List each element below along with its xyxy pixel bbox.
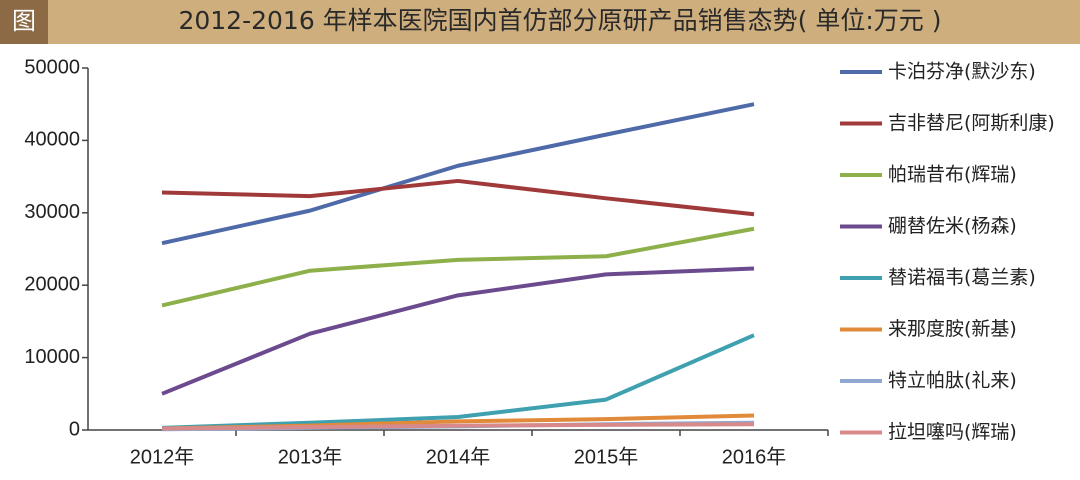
y-tick-label: 40000 xyxy=(24,129,80,151)
legend-label: 特立帕肽(礼来) xyxy=(888,370,1017,392)
chart-title: 2012-2016 年样本医院国内首仿部分原研产品销售态势( 单位:万元 ) xyxy=(178,6,941,35)
legend-label: 来那度胺(新基) xyxy=(888,318,1017,340)
legend-label: 吉非替尼(阿斯利康) xyxy=(888,112,1055,134)
y-tick-label: 50000 xyxy=(24,56,80,78)
series-line xyxy=(161,422,755,431)
x-tick-label: 2015年 xyxy=(574,445,639,468)
y-tick-label: 10000 xyxy=(24,346,80,368)
y-tick-label: 20000 xyxy=(24,273,80,295)
x-tick-label: 2014年 xyxy=(426,445,491,468)
legend-label: 拉坦噻吗(辉瑞) xyxy=(888,421,1017,443)
figure-label: 图 xyxy=(12,7,36,35)
series-line xyxy=(161,226,755,308)
x-tick-label: 2013年 xyxy=(278,445,343,468)
legend-label: 帕瑞昔布(辉瑞) xyxy=(888,164,1017,186)
y-tick-label: 0 xyxy=(69,418,80,440)
legend-label: 替诺福韦(葛兰素) xyxy=(888,267,1036,289)
legend-label: 硼替佐米(杨森) xyxy=(888,215,1017,237)
series-line xyxy=(161,178,755,217)
figure-label-box xyxy=(0,0,48,44)
x-tick-label: 2012年 xyxy=(130,445,195,468)
series-line xyxy=(161,333,755,430)
title-bar xyxy=(0,0,1080,44)
series-line xyxy=(161,102,755,246)
legend-label: 卡泊芬净(默沙东) xyxy=(888,61,1036,83)
x-tick-label: 2016年 xyxy=(722,445,787,468)
y-tick-label: 30000 xyxy=(24,201,80,223)
series-line xyxy=(161,266,755,396)
